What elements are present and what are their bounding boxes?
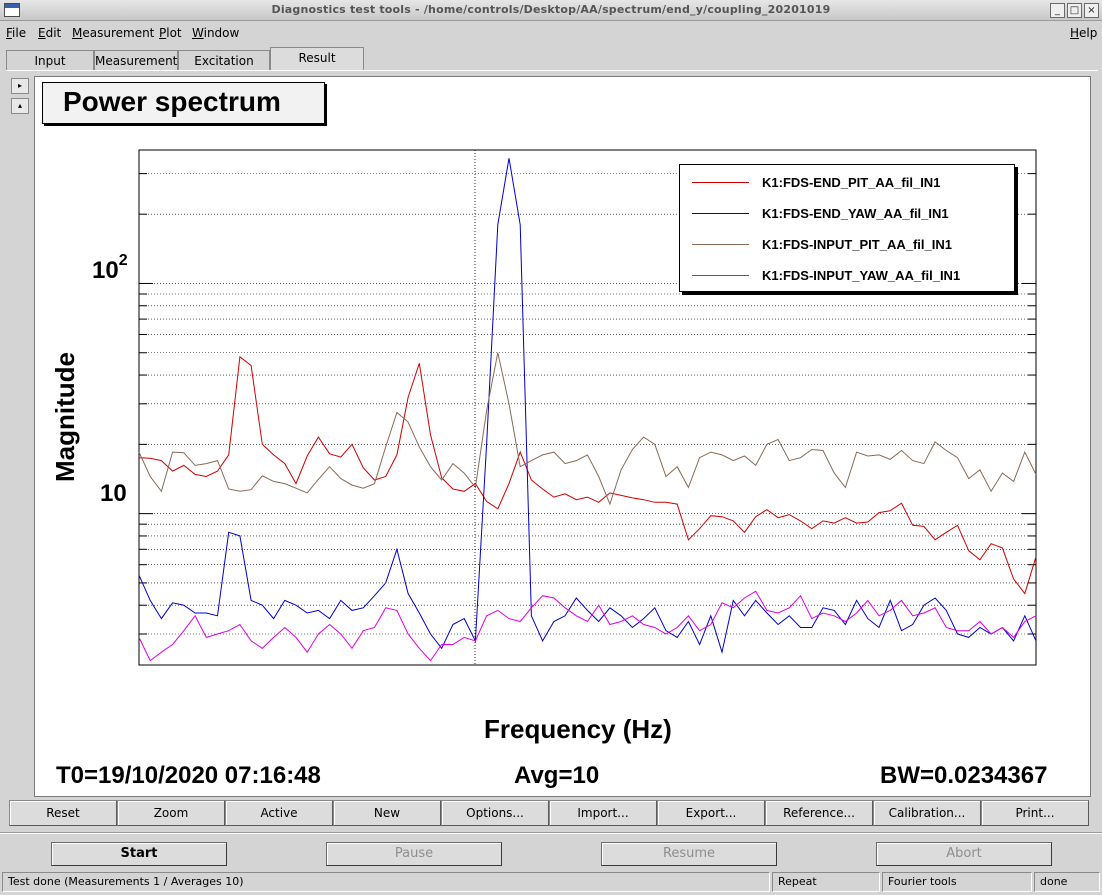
y-tick-base: 10 xyxy=(100,480,127,507)
menu-measurement[interactable]: Measurement xyxy=(72,26,155,40)
y-axis-label: Magnitude xyxy=(50,352,80,482)
tab-excitation[interactable]: Excitation xyxy=(178,50,270,71)
plot-frame xyxy=(138,149,1037,666)
y-tick-label-10: 10 xyxy=(100,480,127,508)
status-mode: Repeat xyxy=(772,872,880,892)
new-button[interactable]: New xyxy=(333,800,441,826)
series-line-3 xyxy=(138,352,1037,506)
pause-button[interactable]: Pause xyxy=(326,842,502,866)
legend-label: K1:FDS-END_PIT_AA_fil_IN1 xyxy=(762,175,941,190)
y-tick-base: 10 xyxy=(92,257,119,284)
tab-input[interactable]: Input xyxy=(6,50,94,71)
bw-readout: BW=0.0234367 xyxy=(880,762,1048,789)
menu-edit[interactable]: Edit xyxy=(38,26,62,40)
separator xyxy=(0,832,1102,834)
export-button[interactable]: Export... xyxy=(657,800,765,826)
window-icon[interactable] xyxy=(4,3,20,17)
legend-label: K1:FDS-END_YAW_AA_fil_IN1 xyxy=(762,206,949,221)
series-line-1 xyxy=(138,355,1037,595)
menu-bar: File Edit Measurement Plot Window Help xyxy=(0,22,1102,44)
legend-swatch xyxy=(692,182,749,183)
series-line-4 xyxy=(138,590,1037,662)
zoom-button[interactable]: Zoom xyxy=(117,800,225,826)
plot-title[interactable]: Power spectrum xyxy=(42,82,325,124)
tab-result[interactable]: Result xyxy=(270,47,364,71)
import-button[interactable]: Import... xyxy=(549,800,657,826)
maximize-button[interactable]: □ xyxy=(1067,3,1082,18)
pad-collapse-arrow[interactable]: ▴ xyxy=(11,98,29,114)
legend-swatch xyxy=(692,275,749,276)
calibration-button[interactable]: Calibration... xyxy=(873,800,981,826)
reference-button[interactable]: Reference... xyxy=(765,800,873,826)
legend-entry: K1:FDS-END_YAW_AA_fil_IN1 xyxy=(680,204,1014,224)
menu-plot[interactable]: Plot xyxy=(159,26,182,40)
options-button[interactable]: Options... xyxy=(441,800,549,826)
abort-button[interactable]: Abort xyxy=(876,842,1052,866)
y-tick-exponent: 2 xyxy=(118,252,128,269)
menu-help[interactable]: Help xyxy=(1070,26,1098,40)
series-lines xyxy=(138,158,1037,662)
legend-entry: K1:FDS-INPUT_YAW_AA_fil_IN1 xyxy=(680,266,1014,286)
start-button[interactable]: Start xyxy=(51,842,227,866)
resume-button[interactable]: Resume xyxy=(601,842,777,866)
legend-entry: K1:FDS-INPUT_PIT_AA_fil_IN1 xyxy=(680,235,1014,255)
window-title: Diagnostics test tools - /home/controls/… xyxy=(271,3,831,16)
status-message: Test done (Measurements 1 / Averages 10) xyxy=(2,872,770,892)
legend-label: K1:FDS-INPUT_YAW_AA_fil_IN1 xyxy=(762,268,961,283)
result-panel xyxy=(6,70,1098,800)
series-line-2 xyxy=(138,158,1037,655)
legend-swatch xyxy=(692,244,749,245)
close-button[interactable]: × xyxy=(1084,3,1099,18)
avg-readout: Avg=10 xyxy=(514,762,600,789)
x-axis-label: Frequency (Hz) xyxy=(484,714,672,744)
status-state: done xyxy=(1034,872,1100,892)
window-titlebar: Diagnostics test tools - /home/controls/… xyxy=(0,0,1102,21)
menu-window[interactable]: Window xyxy=(192,26,240,40)
legend-entry: K1:FDS-END_PIT_AA_fil_IN1 xyxy=(680,173,1014,193)
status-tool: Fourier tools xyxy=(882,872,1032,892)
active-button[interactable]: Active xyxy=(225,800,333,826)
legend-label: K1:FDS-INPUT_PIT_AA_fil_IN1 xyxy=(762,237,952,252)
menu-file[interactable]: File xyxy=(6,26,27,40)
legend[interactable]: K1:FDS-END_PIT_AA_fil_IN1 K1:FDS-END_YAW… xyxy=(679,164,1015,292)
print-button[interactable]: Print... xyxy=(981,800,1089,826)
minimize-button[interactable]: _ xyxy=(1050,3,1065,18)
t0-readout: T0=19/10/2020 07:16:48 xyxy=(56,762,321,789)
reset-button[interactable]: Reset xyxy=(9,800,117,826)
status-bar: Test done (Measurements 1 / Averages 10)… xyxy=(0,872,1102,894)
legend-swatch xyxy=(692,213,749,214)
tab-measurement[interactable]: Measurement xyxy=(94,50,178,71)
y-tick-label-100: 102 xyxy=(92,252,128,285)
pad-next-arrow[interactable]: ▸ xyxy=(11,78,29,94)
